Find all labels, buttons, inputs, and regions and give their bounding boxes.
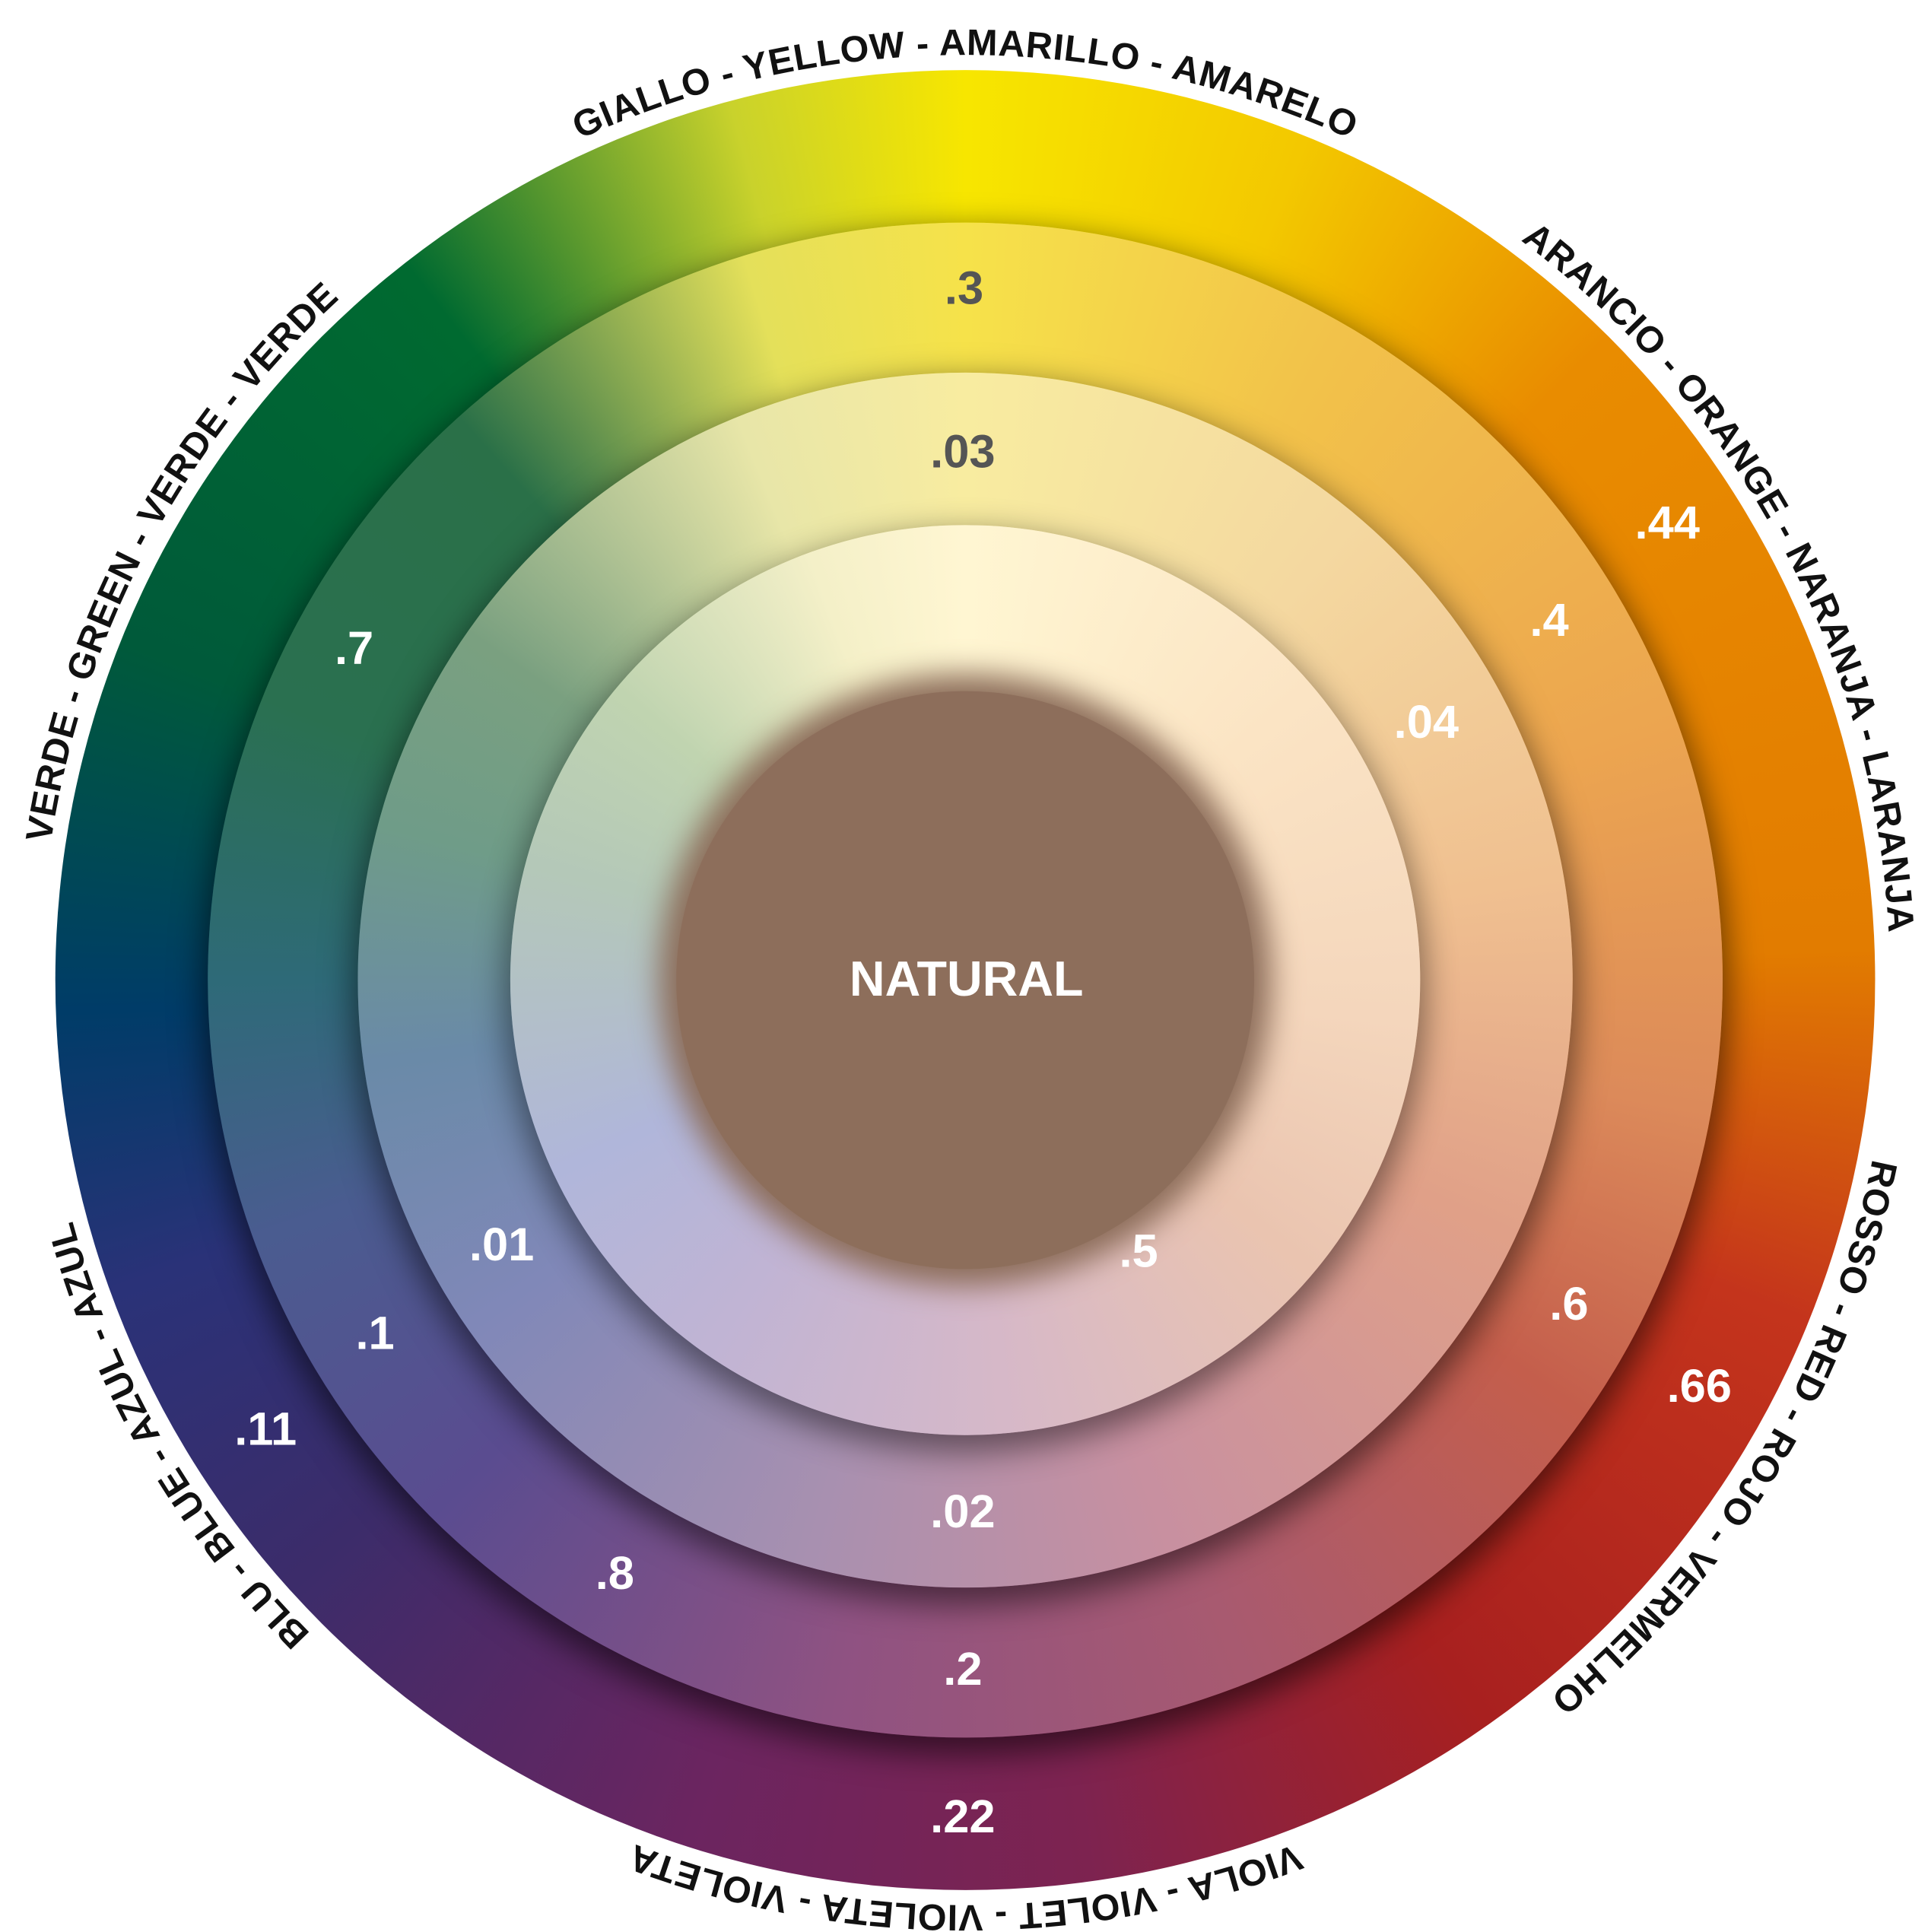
ring-value: .2 bbox=[943, 1643, 982, 1695]
ring-value: .5 bbox=[1119, 1225, 1158, 1277]
ring-value: .44 bbox=[1635, 497, 1700, 549]
ring-value: .3 bbox=[945, 262, 983, 314]
outer-label-path: GIALLO - YELLOW - AMARILLO - AMARELO bbox=[567, 22, 1364, 147]
outer-label-path: ROSSO - RED - ROJO - VERMELHO bbox=[1544, 1157, 1904, 1723]
ring-value: .4 bbox=[1529, 594, 1568, 647]
ring-value: .1 bbox=[355, 1308, 394, 1360]
outer-label: VERDE - GREEN - VERDE - VERDE bbox=[18, 275, 346, 844]
ring-value: .6 bbox=[1549, 1278, 1588, 1330]
center-label: NATURAL bbox=[850, 951, 1084, 1006]
outer-label-path: ARANCIO - ORANGE - NARANJA - LARANJA bbox=[1516, 214, 1921, 934]
outer-label: ARANCIO - ORANGE - NARANJA - LARANJA bbox=[1516, 214, 1922, 934]
ring-value: .01 bbox=[469, 1219, 534, 1271]
ring-value: .04 bbox=[1394, 696, 1459, 748]
outer-label: VIOLA - VIOLET - VIOLETA - VIOLETA bbox=[623, 1836, 1307, 1932]
ring-value: .11 bbox=[234, 1403, 297, 1456]
ring-value: .03 bbox=[930, 425, 995, 478]
ring-value: .02 bbox=[930, 1486, 995, 1538]
outer-label: ROSSO - RED - ROJO - VERMELHO bbox=[1544, 1157, 1905, 1723]
ring-value: .8 bbox=[596, 1547, 634, 1600]
ring-value: .7 bbox=[335, 622, 373, 675]
outer-label-path: VERDE - GREEN - VERDE - VERDE bbox=[18, 275, 345, 844]
outer-label-path: VIOLA - VIOLET - VIOLETA - VIOLETA bbox=[623, 1836, 1307, 1932]
center-disc bbox=[676, 691, 1255, 1269]
ring-value: .66 bbox=[1667, 1360, 1732, 1412]
outer-label: GIALLO - YELLOW - AMARILLO - AMARELO bbox=[567, 22, 1364, 147]
ring-value: .22 bbox=[930, 1791, 995, 1843]
